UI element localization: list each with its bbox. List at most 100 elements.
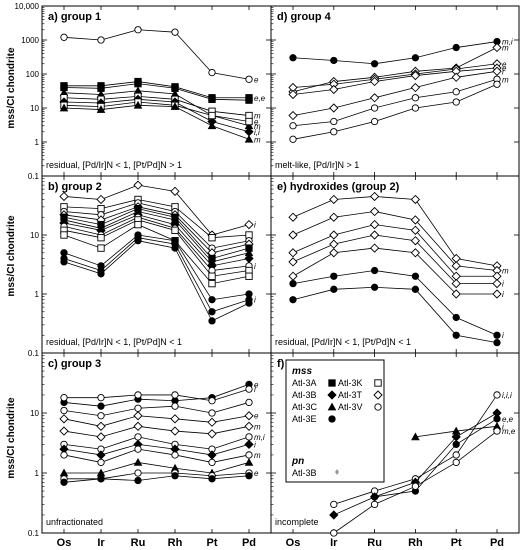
data-point <box>244 219 254 230</box>
series-c-3: e <box>59 411 259 431</box>
data-point <box>97 402 105 410</box>
data-point <box>452 440 460 449</box>
series-c-10 <box>60 472 253 486</box>
series-line <box>292 196 498 267</box>
x-tick-label: Pt <box>207 537 218 549</box>
data-point <box>171 244 179 252</box>
data-point <box>410 236 421 246</box>
x-tick-label: Rh <box>168 537 183 549</box>
data-point <box>170 102 180 110</box>
data-point <box>134 220 142 229</box>
data-point <box>97 458 105 467</box>
data-point <box>244 439 254 450</box>
data-point <box>288 230 298 240</box>
data-point <box>452 43 460 52</box>
data-point <box>411 54 420 62</box>
series-line <box>63 443 250 456</box>
x-tick-label: Pt <box>451 537 462 549</box>
data-point <box>370 266 379 275</box>
data-point <box>369 230 380 240</box>
data-point <box>208 308 216 316</box>
data-point <box>329 510 339 520</box>
data-point <box>208 475 216 483</box>
data-point <box>59 191 69 202</box>
data-point <box>330 500 338 509</box>
data-point <box>452 98 460 106</box>
data-point <box>410 194 421 205</box>
series-line <box>374 418 498 498</box>
series-e-2 <box>288 219 502 281</box>
data-point <box>97 475 105 483</box>
data-point <box>171 391 179 399</box>
series-end-label: e,e <box>502 415 514 424</box>
data-point <box>288 248 298 258</box>
data-point <box>245 75 253 83</box>
series-d-6 <box>289 80 501 143</box>
panel-title: c) group 3 <box>48 358 101 370</box>
data-point <box>208 458 216 467</box>
series-end-label: m <box>502 75 509 84</box>
legend-entry-label: Atl-3B <box>292 390 317 400</box>
series-end-label: i <box>254 296 256 305</box>
data-point <box>208 409 216 417</box>
legend-pn-title: pn <box>291 456 304 467</box>
data-point <box>208 296 216 304</box>
panel-subtitle: incomplete <box>275 517 319 527</box>
data-point <box>133 100 143 109</box>
series-e-0 <box>288 191 502 271</box>
data-point <box>133 180 143 190</box>
data-point <box>289 279 297 288</box>
series-line <box>63 402 250 417</box>
data-point <box>369 206 380 217</box>
legend-entry-marker <box>328 415 336 423</box>
panel-title: d) group 4 <box>277 11 332 23</box>
series-line <box>63 98 250 133</box>
data-point <box>369 191 380 202</box>
series-end-label: i,i <box>254 128 260 137</box>
data-point <box>410 248 421 258</box>
y-tick-label: 1000 <box>21 36 39 45</box>
y-tick-label: 0.1 <box>28 529 40 538</box>
series-end-label: m <box>254 422 261 431</box>
data-point <box>330 128 338 136</box>
series-end-label: m,i <box>502 38 513 47</box>
data-point <box>493 80 501 88</box>
data-point <box>451 278 461 289</box>
series-line <box>292 270 498 336</box>
series-line <box>63 90 250 127</box>
data-point <box>329 248 339 258</box>
data-point <box>245 111 253 120</box>
series-c-7: m <box>60 445 261 467</box>
series-end-label: m <box>502 267 509 276</box>
data-point <box>289 296 297 304</box>
data-point <box>492 278 502 289</box>
series-line <box>64 81 249 99</box>
series-end-label: e <box>502 64 507 73</box>
data-point <box>410 225 421 235</box>
series-end-label: m <box>502 44 509 53</box>
data-point <box>60 406 68 415</box>
legend-pn-marker <box>335 469 339 475</box>
data-point <box>410 215 421 225</box>
data-point <box>60 394 68 402</box>
series-end-label: i <box>502 67 504 76</box>
data-point <box>171 402 179 410</box>
data-point <box>289 54 297 62</box>
series-end-label: m,e <box>502 427 516 436</box>
data-point <box>289 122 297 130</box>
series-line <box>292 286 498 344</box>
series-end-label: e <box>254 469 259 478</box>
series-line <box>63 415 250 427</box>
data-point <box>207 121 217 130</box>
x-tick-label: Ir <box>330 537 338 549</box>
data-point <box>170 426 180 436</box>
data-point <box>245 96 253 104</box>
series-line <box>63 383 250 407</box>
series-end-label: e <box>254 412 259 421</box>
y-tick-label: 10 <box>30 409 39 418</box>
data-point <box>452 458 460 467</box>
panel-title: b) group 2 <box>48 181 102 193</box>
series-end-label: i,i,i <box>502 391 512 400</box>
data-point <box>134 26 142 34</box>
